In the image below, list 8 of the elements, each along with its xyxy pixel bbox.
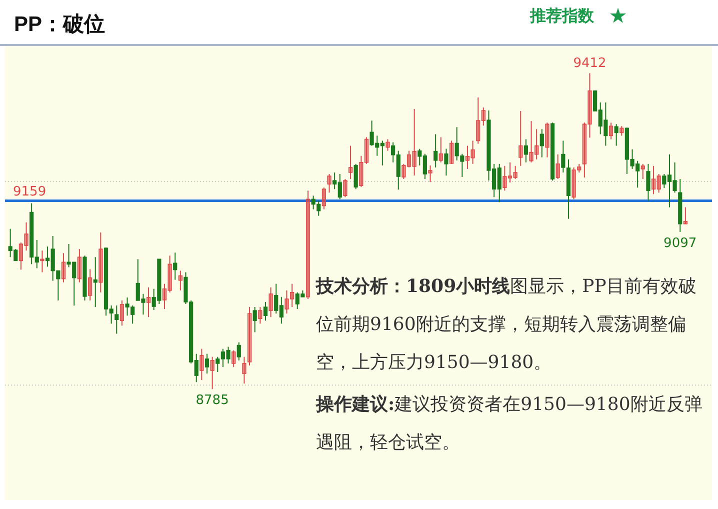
chart-title: PP：破位	[14, 13, 106, 36]
chart-subtitle: 推荐指数 ★	[529, 6, 626, 25]
annotation: 操作建议:建议投资资者在9150—9180附近反弹遇阻，轻仓试空。	[316, 393, 704, 455]
annotation: 技术分析：1809小时线图显示，PP目前有效破位前期9160附近的支撑，短期转入震荡调整偏空，上方压力9150—9180。	[316, 275, 698, 375]
annotation: 9412	[573, 56, 606, 72]
ref-line-label: 9159	[13, 184, 46, 200]
annotation: 9097	[664, 236, 697, 251]
annotation: 8785	[196, 393, 229, 408]
